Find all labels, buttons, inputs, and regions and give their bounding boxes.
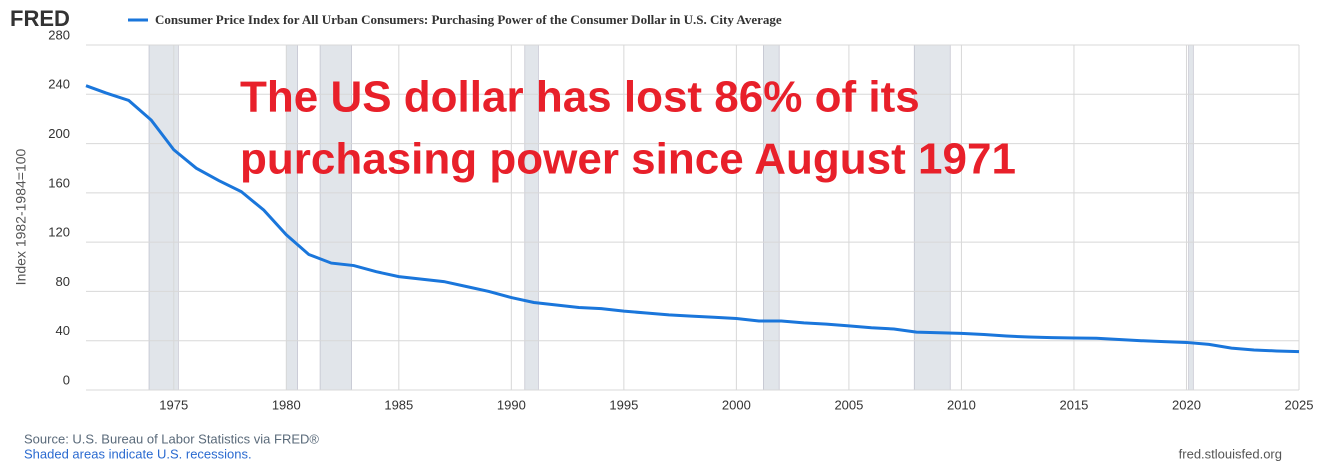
- legend-label: Consumer Price Index for All Urban Consu…: [155, 12, 782, 27]
- annotation: The US dollar has lost 86% of its: [240, 73, 920, 122]
- logo: FRED: [10, 6, 70, 31]
- x-tick-label: 2010: [947, 397, 976, 412]
- x-tick-label: 1985: [384, 397, 413, 412]
- recession-band: [1188, 44, 1194, 391]
- x-tick-label: 2015: [1059, 397, 1088, 412]
- x-tick-label: 2005: [834, 397, 863, 412]
- x-tick-label: 1975: [159, 397, 188, 412]
- url: fred.stlouisfed.org: [1179, 446, 1282, 461]
- line: [85, 84, 1300, 354]
- y-tick-label: 160: [48, 175, 70, 190]
- x-tick-label: 2025: [1285, 397, 1314, 412]
- recession-note: Shaded areas indicate U.S. recessions.: [24, 446, 252, 461]
- y-tick-label: 240: [48, 77, 70, 92]
- x-tick-label: 1990: [497, 397, 526, 412]
- y-tick-label: 280: [48, 27, 70, 42]
- source: Source: U.S. Bureau of Labor Statistics …: [24, 431, 319, 446]
- x-tick-label: 1980: [272, 397, 301, 412]
- y-tick-label: 0: [63, 372, 70, 387]
- y-tick-label: 200: [48, 126, 70, 141]
- x-tick-label: 2000: [722, 397, 751, 412]
- y-tick-label: 80: [56, 274, 70, 289]
- y-tick-label: 40: [56, 323, 70, 338]
- x-tick-label: 2020: [1172, 397, 1201, 412]
- y-tick-label: 120: [48, 225, 70, 240]
- y-axis-label: Index 1982-1984=100: [13, 148, 29, 285]
- x-tick-label: 1995: [609, 397, 638, 412]
- annotation: purchasing power since August 1971: [240, 135, 1016, 184]
